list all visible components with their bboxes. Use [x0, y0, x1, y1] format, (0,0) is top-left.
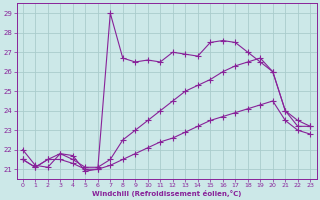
X-axis label: Windchill (Refroidissement éolien,°C): Windchill (Refroidissement éolien,°C)	[92, 190, 241, 197]
